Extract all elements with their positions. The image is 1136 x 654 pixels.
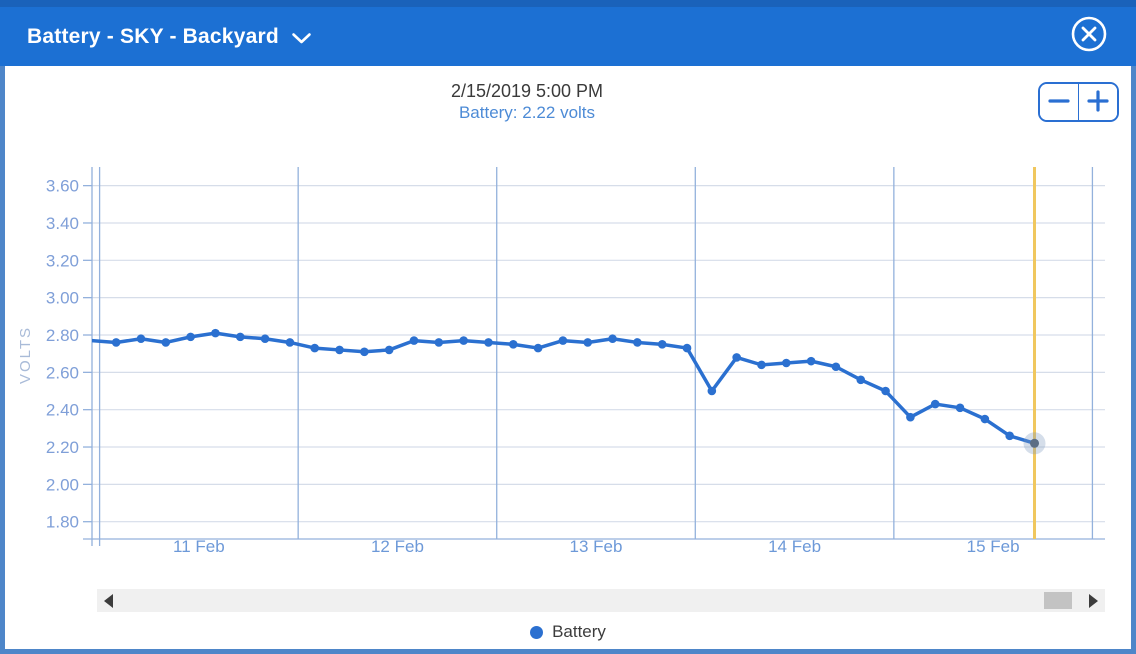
chevron-down-icon — [291, 32, 312, 45]
svg-text:2.00: 2.00 — [46, 475, 79, 494]
svg-text:1.80: 1.80 — [46, 513, 79, 532]
chart-axes — [83, 167, 1105, 546]
svg-text:VOLTS: VOLTS — [17, 326, 34, 384]
svg-text:13 Feb: 13 Feb — [570, 537, 623, 556]
scroll-right-icon[interactable] — [1089, 593, 1098, 608]
svg-text:14 Feb: 14 Feb — [768, 537, 821, 556]
legend-label: Battery — [552, 622, 606, 641]
svg-text:2.60: 2.60 — [46, 363, 79, 382]
minus-icon — [1046, 88, 1072, 117]
chart-selected-point — [1023, 432, 1046, 455]
svg-text:2.80: 2.80 — [46, 326, 79, 345]
station-selector[interactable]: Battery - SKY - Backyard — [27, 25, 312, 49]
window-title: Battery - SKY - Backyard — [27, 24, 279, 48]
svg-text:15 Feb: 15 Feb — [967, 537, 1020, 556]
time-scrollbar[interactable] — [97, 589, 1105, 612]
readout: 2/15/2019 5:00 PM Battery: 2.22 volts — [0, 81, 1054, 124]
titlebar: Battery - SKY - Backyard — [0, 0, 1136, 66]
scroll-thumb[interactable] — [1044, 592, 1072, 609]
svg-text:3.20: 3.20 — [46, 251, 79, 270]
readout-date: 2/15/2019 5:00 PM — [450, 81, 604, 101]
close-icon — [1070, 15, 1108, 58]
svg-text:12 Feb: 12 Feb — [371, 537, 424, 556]
zoom-in-button[interactable] — [1079, 84, 1117, 120]
svg-text:2.40: 2.40 — [46, 401, 79, 420]
chart-axis-labels: 3.60 3.40 3.20 3.00 2.80 2.60 2.40 2.20 2.00 1.80… — [17, 177, 1020, 556]
zoom-controls — [1038, 82, 1119, 122]
scroll-left-icon[interactable] — [104, 593, 113, 608]
chart-series — [92, 328, 1039, 448]
svg-text:3.00: 3.00 — [46, 289, 79, 308]
legend-dot-icon — [530, 625, 544, 639]
close-button[interactable] — [1070, 15, 1108, 58]
chart-gridlines — [92, 167, 1105, 546]
svg-text:11 Feb: 11 Feb — [173, 537, 225, 556]
svg-text:2.20: 2.20 — [46, 438, 79, 457]
plus-icon — [1085, 88, 1111, 117]
chart-svg[interactable]: 3.60 3.40 3.20 3.00 2.80 2.60 2.40 2.20 2.00 1.80… — [0, 150, 1136, 580]
zoom-out-button[interactable] — [1040, 84, 1079, 120]
svg-text:3.60: 3.60 — [46, 177, 79, 196]
svg-text:3.40: 3.40 — [46, 214, 79, 233]
readout-value: Battery: 2.22 volts — [458, 102, 596, 122]
legend: Battery — [0, 622, 1136, 642]
